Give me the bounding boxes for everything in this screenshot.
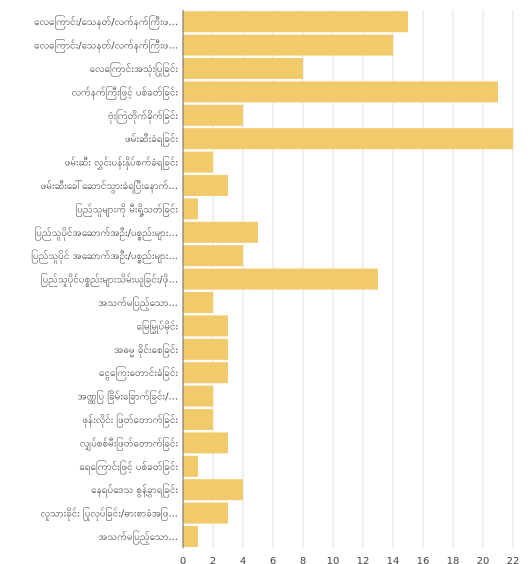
category-label: အသက်မပြည့်သော...	[98, 529, 178, 545]
x-tick-label: 22	[507, 556, 520, 564]
category-label: ရေကြောင်းဖြင့် ပစ်ခတ်ခြင်း	[79, 459, 178, 475]
category-label: ဗုံးကြဲတိုက်ခိုက်ခြင်း	[108, 108, 179, 124]
bar	[183, 292, 213, 313]
bar	[183, 526, 198, 547]
category-label: ဖမ်းဆီးခေါ်ဆောင်သွားခံရပြီးနောက်...	[41, 178, 178, 194]
category-label: လူသားခိုင်း ပြုလုပ်ခြင်း/ဓားစာခံအဖြ...	[40, 506, 178, 522]
category-label: ငွေကြေးတောင်းခံခြင်း	[99, 365, 178, 381]
x-tick-label: 18	[447, 556, 460, 564]
bars	[183, 11, 513, 547]
bar	[183, 502, 228, 524]
category-label: ပြည်သူများကို မီးရှို့သတ်ခြင်း	[76, 201, 179, 217]
x-tick-label: 4	[240, 556, 246, 564]
bar	[183, 338, 228, 360]
category-label: အဓမ္မ ခိုင်းစေခြင်း	[114, 342, 178, 358]
bar	[183, 432, 228, 454]
bar	[183, 409, 213, 430]
bar	[183, 151, 213, 173]
category-label: လက်နက်ကြီးဖြင့် ပစ်ခတ်ခြင်း	[72, 84, 179, 100]
x-tick-label: 20	[477, 556, 490, 564]
category-label: နေရပ်ဒေသ စွန့်ခွာရခြင်း	[91, 482, 178, 498]
x-tick-label: 2	[210, 556, 216, 564]
bar	[183, 34, 393, 56]
bar	[183, 198, 198, 220]
x-tick-label: 6	[270, 556, 276, 564]
bar	[183, 128, 513, 150]
bar	[183, 81, 498, 103]
x-tick-label: 16	[417, 556, 430, 564]
bar	[183, 385, 213, 407]
category-labels: လေကြောင်း/သေနတ်/လက်နက်ကြီးဖ... လေကြောင်း/…	[31, 14, 178, 545]
bar	[183, 221, 258, 243]
x-axis-tick-labels: 0 2 4 6 8 10 12 14 16 18 20 22	[180, 556, 520, 564]
category-label: အသက်မပြည့်သော...	[98, 295, 178, 311]
bar	[183, 175, 228, 196]
bar	[183, 479, 243, 501]
category-label: လေကြောင်းအသုံးပြုခြင်း	[90, 61, 179, 77]
bar	[183, 455, 198, 477]
category-label: ပြည်သူပိုင်အဆောက်အဦး/ပစ္စည်းများ...	[35, 225, 178, 241]
category-label: လျှပ်စစ်မီးဖြတ်တောက်ခြင်း	[80, 435, 179, 451]
x-tick-label: 12	[357, 556, 370, 564]
x-tick-label: 8	[300, 556, 306, 564]
bar	[183, 245, 243, 267]
x-tick-label: 14	[387, 556, 400, 564]
bar	[183, 362, 228, 384]
bar	[183, 11, 408, 33]
bar	[183, 58, 303, 79]
category-label: အဏ္ဏပြ ခြိမ်းခြောက်ခြင်း/...	[78, 389, 179, 405]
category-label: လေကြောင်း/သေနတ်/လက်နက်ကြီးဖ...	[34, 14, 178, 30]
bar	[183, 268, 378, 290]
x-tick-label: 0	[180, 556, 186, 564]
bar	[183, 315, 228, 337]
category-label: ဖမ်းဆီးခံရခြင်း	[125, 131, 178, 147]
category-label: ပြည်သူပိုင် အဆောက်အဦး/ပစ္စည်းများ...	[31, 248, 178, 264]
category-label: ဖုန်းလိုင်း ဖြတ်တောက်ခြင်း	[82, 412, 178, 428]
category-label: ဖမ်းဆီး လွှင်းပန်းနှိပ်စက်ခံရခြင်း	[65, 155, 179, 171]
x-tick-label: 10	[327, 556, 340, 564]
category-label: လေကြောင်း/သေနတ်/လက်နက်ကြီးဖ...	[34, 38, 178, 54]
category-label: ပြည်သူပိုင်ပစ္စည်းများသိမ်းယူခြင်း/ဖို..…	[41, 272, 178, 288]
bar	[183, 104, 243, 126]
category-label: မြေမြှုပ်မိုင်း	[137, 318, 179, 334]
